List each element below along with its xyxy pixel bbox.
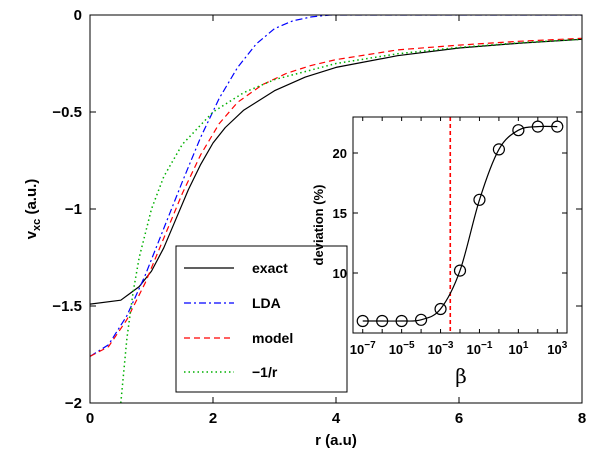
legend-label-model: model <box>252 330 293 346</box>
inset-x-tick-label: 10−1 <box>467 340 493 357</box>
series-line-2 <box>90 37 582 357</box>
inset-data-point <box>434 302 447 316</box>
inset-data-point <box>512 124 525 137</box>
x-tick-label: 4 <box>332 410 341 427</box>
inset-data-point <box>551 120 564 133</box>
inset-data-point <box>492 143 506 156</box>
inset-data-point <box>531 120 544 133</box>
legend-label-lda: LDA <box>252 295 281 311</box>
svg-text:vxc (a.u.): vxc (a.u.) <box>23 179 43 240</box>
inset-x-tick-label: 10−3 <box>428 340 454 357</box>
y-tick-label: −0.5 <box>52 104 82 121</box>
main-y-ticks: 0 −0.5 −1 −1.5 −2 <box>52 7 582 412</box>
inset-x-ticks: 10−7 10−5 10−3 10−1 101 103 <box>350 117 568 357</box>
inset-y-tick-label: 20 <box>333 146 347 161</box>
inset-y-label: deviation (%) <box>311 185 326 266</box>
inset-data-point <box>453 264 467 277</box>
inset-x-tick-label: 10−7 <box>350 340 376 357</box>
series-line-1 <box>90 15 582 357</box>
inset-data-point <box>356 314 369 328</box>
inset-data-point <box>376 314 389 328</box>
main-x-label: r (a.u) <box>315 432 357 449</box>
inset-plot-area <box>353 117 567 333</box>
legend-box <box>175 245 348 393</box>
legend-label-exact: exact <box>252 260 288 276</box>
inset-y-tick-label: 10 <box>333 266 347 281</box>
main-x-ticks: 0 2 4 6 8 <box>86 15 586 427</box>
x-tick-label: 0 <box>86 410 94 427</box>
inset-x-tick-label: 10−5 <box>389 340 415 357</box>
y-tick-label: −1 <box>65 201 82 218</box>
legend: exact LDA model −1/r <box>175 245 348 393</box>
inset-chart: 10−7 10−5 10−3 10−1 101 103 10 15 20 β deviatio… <box>311 116 568 388</box>
main-y-label-unit: (a.u.) <box>23 179 40 215</box>
inset-data-point <box>473 193 486 206</box>
inset-x-label: β <box>455 364 467 388</box>
inset-data-point <box>395 314 408 328</box>
y-tick-label: 0 <box>74 7 82 24</box>
main-y-label: v <box>23 230 40 239</box>
main-y-label-group: vxc (a.u.) <box>23 179 43 240</box>
legend-label-inverse-r: −1/r <box>252 364 278 380</box>
x-tick-label: 2 <box>209 410 217 427</box>
main-curves <box>90 15 582 403</box>
inset-y-tick-label: 15 <box>333 206 347 221</box>
x-tick-label: 8 <box>578 410 586 427</box>
y-tick-label: −2 <box>65 395 82 412</box>
inset-y-ticks: 10 15 20 <box>333 146 567 281</box>
inset-data-point <box>414 313 428 326</box>
main-y-label-sub: xc <box>31 219 43 231</box>
series-line-3 <box>120 38 582 403</box>
inset-x-tick-label: 103 <box>547 340 567 357</box>
x-tick-label: 6 <box>455 410 463 427</box>
inset-x-tick-label: 101 <box>508 340 528 357</box>
y-tick-label: −1.5 <box>52 298 82 315</box>
inset-content <box>356 117 564 333</box>
